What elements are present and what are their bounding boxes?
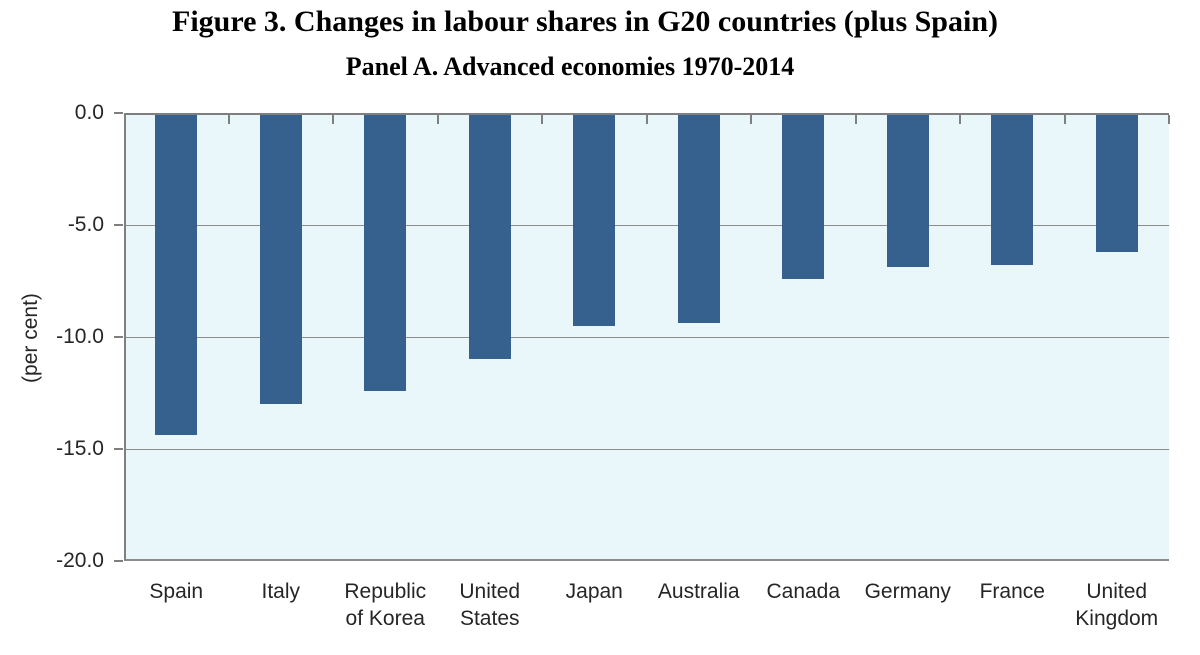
x-axis-label-line: Spain [149,580,204,603]
bar-spain [155,115,198,436]
category-boundary-tick [750,115,752,124]
x-axis-label-line: Republic [344,580,427,603]
bar-canada [782,115,825,279]
x-axis-label-united-states: United States [438,578,543,632]
x-axis-label-germany: Germany [856,578,961,605]
bar-japan [573,115,616,326]
x-axis-label-line: States [459,607,520,630]
x-axis-label-japan: Japan [542,578,647,605]
x-axis-label-line: Canada [766,580,841,603]
category-boundary-tick [645,115,648,124]
category-boundary-tick [436,115,439,124]
category-boundary-tick [959,115,961,124]
x-axis-label-canada: Canada [751,578,856,605]
category-boundary-tick [1063,115,1066,124]
category-boundary-tick [1168,115,1170,124]
gridline--10 [126,337,1169,339]
bar-republic-of-korea [364,115,407,391]
gridline--15 [126,449,1169,451]
y-axis-tick-label: 0.0 [74,101,104,124]
x-axis-label-line: Kingdom [1075,607,1159,630]
x-axis-label-line: France [979,580,1045,603]
bar-united-states [468,115,511,360]
y-axis-tick [114,224,123,226]
y-axis-tick [114,112,123,114]
x-axis-label-france: France [960,578,1065,605]
gridline--5 [126,225,1169,227]
x-axis-label-line: United [1086,580,1148,603]
x-axis-label-united-kingdom: United Kingdom [1065,578,1170,632]
y-axis-tick-label: -15.0 [56,437,104,460]
x-axis-label-spain: Spain [124,578,229,605]
bar-italy [259,115,302,404]
y-axis-tick [114,336,123,338]
x-axis-label-italy: Italy [229,578,334,605]
bar-united-kingdom [1095,115,1138,252]
y-axis-tick-label: -10.0 [56,325,104,348]
y-axis-tick [114,560,123,562]
x-axis-label-line: Japan [565,580,623,603]
category-boundary-tick [854,115,857,124]
bar-france [991,115,1034,266]
x-axis-label-republic-of-korea: Republic of Korea [333,578,438,632]
x-axis-label-line: Australia [657,580,740,603]
x-axis-label-line: of Korea [345,607,425,630]
chart-title: Figure 3. Changes in labour shares in G2… [172,5,998,38]
y-axis-tick-label: -5.0 [67,213,104,236]
x-axis-label-line: United [459,580,521,603]
x-axis-label-line: Italy [261,580,300,603]
category-boundary-tick [541,115,543,124]
plot-area [124,113,1170,561]
bar-australia [677,115,720,324]
y-axis-tick [114,448,123,450]
category-boundary-tick [227,115,230,124]
y-axis-tick-label: -20.0 [56,549,104,572]
x-axis-label-line: Germany [864,580,951,603]
x-axis-label-australia: Australia [647,578,752,605]
bar-germany [886,115,929,268]
category-boundary-tick [332,115,334,124]
chart-subtitle: Panel A. Advanced economies 1970-2014 [345,52,795,81]
